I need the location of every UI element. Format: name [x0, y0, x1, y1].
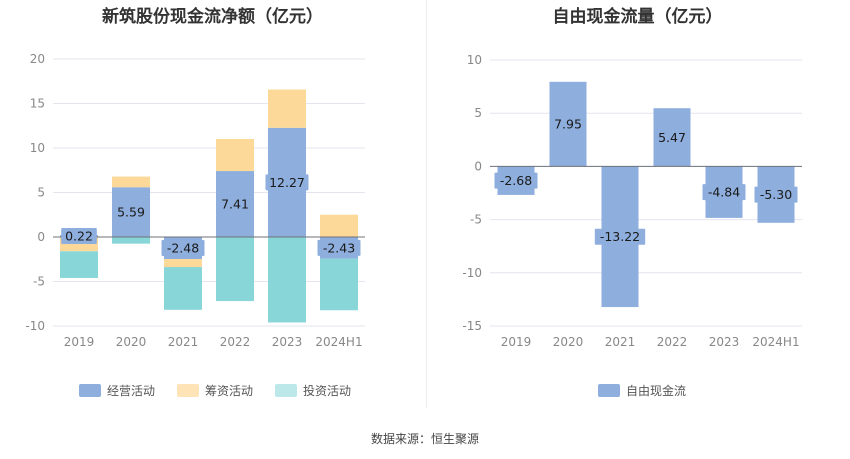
y-tick-label: 10: [467, 53, 482, 67]
y-tick-label: -15: [462, 319, 482, 333]
data-label-bg: [217, 196, 253, 213]
y-tick-label: -10: [25, 319, 45, 333]
y-tick-label: 5: [474, 106, 482, 120]
data-label: 5.47: [658, 130, 686, 145]
bar-investing: [164, 267, 202, 310]
y-tick-label: 5: [37, 186, 45, 200]
y-tick-label: 0: [474, 159, 482, 173]
y-tick-label: 15: [30, 97, 45, 111]
legend-item-fcf[interactable]: 自由现金流: [598, 382, 686, 399]
data-label-bg: [494, 172, 538, 189]
legend-item-operating[interactable]: 经营活动: [79, 382, 155, 399]
data-label: -13.22: [600, 229, 640, 244]
data-label-bg: [317, 239, 361, 256]
data-label-bg: [61, 228, 97, 245]
x-tick-label: 2021: [605, 335, 636, 349]
bar-financing: [216, 139, 254, 172]
x-tick-label: 2020: [553, 335, 584, 349]
data-label-bg: [161, 240, 205, 257]
x-tick-label: 2022: [657, 335, 688, 349]
data-label: 0.22: [65, 229, 93, 244]
cash-flow-stacked-bar-chart: -10 -5 0 5 10 15 20 2019 2020 2021 2022 2023 2024H1 0…: [25, 52, 365, 349]
data-label: -2.43: [323, 240, 355, 255]
data-label: 5.59: [117, 205, 145, 220]
x-tick-label: 2024H1: [752, 335, 799, 349]
data-label: -2.48: [167, 241, 199, 256]
data-label-bg: [550, 116, 586, 133]
left-chart-title: 新筑股份现金流净额（亿元）: [102, 7, 323, 27]
legend-swatch-financing: [177, 384, 200, 397]
data-label: 7.41: [221, 197, 249, 212]
y-tick-label: 20: [30, 52, 45, 66]
right-legend: 自由现金流: [598, 382, 686, 399]
data-label: 12.27: [269, 175, 305, 190]
legend-swatch-operating: [79, 384, 101, 397]
data-label: -2.68: [500, 173, 532, 188]
y-tick-label: 10: [30, 141, 45, 155]
bar-financing: [320, 214, 358, 237]
data-label-bg: [594, 228, 646, 245]
free-cash-flow-bar-chart: -15 -10 -5 0 5 10 2019 2020 2021 2022 2023 2024H1 -2…: [462, 53, 802, 349]
legend-label-operating: 经营活动: [107, 384, 156, 398]
x-tick-label: 2019: [64, 335, 95, 349]
data-label: -5.30: [760, 187, 792, 202]
bar-financing: [112, 176, 150, 188]
legend-label-fcf: 自由现金流: [626, 384, 687, 398]
data-label: -4.84: [708, 185, 740, 200]
bar-financing: [164, 259, 202, 268]
y-tick-label: -10: [462, 266, 482, 280]
data-label-bg: [754, 186, 798, 203]
x-tick-label: 2020: [116, 335, 147, 349]
x-tick-label: 2021: [168, 335, 199, 349]
data-label-bg: [265, 174, 309, 191]
y-tick-label: 0: [37, 230, 45, 244]
bar-investing: [216, 237, 254, 302]
x-tick-label: 2023: [709, 335, 740, 349]
right-chart-title: 自由现金流量（亿元）: [552, 7, 723, 27]
data-label-bg: [654, 129, 690, 146]
legend-item-investing[interactable]: 投资活动: [275, 382, 351, 399]
y-tick-label: -5: [470, 213, 482, 227]
legend-label-financing: 筹资活动: [205, 384, 254, 398]
bar-investing: [112, 237, 150, 244]
legend-label-investing: 投资活动: [303, 384, 352, 398]
bar-investing: [60, 251, 98, 278]
bar-investing: [320, 258, 358, 311]
y-tick-label: -5: [33, 275, 45, 289]
x-tick-label: 2022: [220, 335, 251, 349]
data-source-note: 数据来源：恒生聚源: [370, 432, 479, 446]
data-label: 7.95: [554, 117, 582, 132]
x-tick-label: 2023: [272, 335, 303, 349]
bar-financing: [268, 89, 306, 128]
legend-swatch-fcf: [598, 384, 620, 397]
data-label-bg: [113, 204, 149, 221]
x-tick-label: 2019: [501, 335, 532, 349]
legend-item-financing[interactable]: 筹资活动: [177, 382, 253, 399]
chart-divider: [426, 0, 427, 408]
bar-investing: [268, 237, 306, 323]
x-tick-label: 2024H1: [315, 335, 362, 349]
left-legend: 经营活动 筹资活动 投资活动: [79, 382, 351, 399]
data-label-bg: [702, 184, 746, 201]
legend-swatch-investing: [275, 384, 298, 397]
